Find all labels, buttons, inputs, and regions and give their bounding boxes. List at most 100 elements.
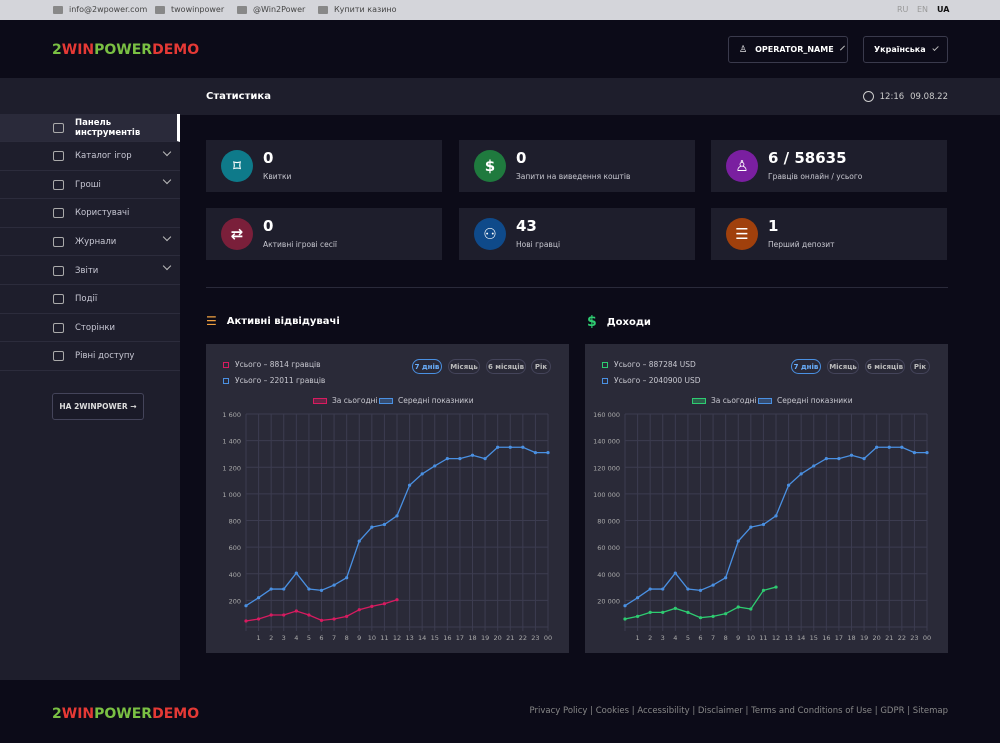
sidebar-item-3[interactable]: Користувачі	[0, 200, 180, 228]
data-point	[294, 571, 298, 575]
series-legend[interactable]: За сьогодні	[692, 396, 757, 405]
data-point	[724, 576, 728, 580]
sidebar-item-1[interactable]: Каталог ігор	[0, 143, 180, 171]
footer-link[interactable]: Sitemap	[912, 706, 948, 716]
data-point	[546, 451, 550, 455]
total-legend: Усього – 22011 гравців	[223, 376, 325, 385]
email-link[interactable]: info@2wpower.com	[53, 5, 147, 14]
footer-logo[interactable]: 2WINPOWERDEMO	[52, 706, 199, 722]
sidebar-item-6[interactable]: Події	[0, 286, 180, 314]
stat-label: Квитки	[263, 172, 292, 181]
chevron-down-icon	[931, 44, 939, 52]
footer-link[interactable]: Privacy Policy	[529, 706, 588, 716]
period-button[interactable]: Місяць	[827, 359, 859, 374]
chevron-down-icon	[162, 175, 172, 185]
data-point	[269, 587, 273, 591]
x-tick-label: 6	[319, 634, 323, 642]
y-tick-label: 100 000	[593, 491, 620, 499]
x-tick-label: 15	[810, 634, 818, 642]
x-tick-label: 18	[847, 634, 855, 642]
data-point	[307, 613, 311, 617]
sidebar-item-8[interactable]: Рівні доступу	[0, 343, 180, 371]
sidebar-item-label: Гроші	[75, 179, 101, 190]
period-button[interactable]: 7 днів	[791, 359, 821, 374]
legend-text: Середні показники	[398, 396, 474, 405]
sidebar-item-label: Сторінки	[75, 322, 116, 333]
data-point	[887, 445, 891, 449]
sidebar-item-label: Звіти	[75, 265, 99, 276]
x-tick-label: 12	[772, 634, 780, 642]
data-point	[875, 445, 879, 449]
sidebar-item-2[interactable]: Гроші	[0, 171, 180, 200]
top-bar: info@2wpower.com twowinpower @Win2Power …	[0, 0, 1000, 20]
total-text: Усього – 2040900 USD	[614, 376, 701, 385]
x-tick-label: 23	[531, 634, 539, 642]
stat-card: $0 Запити на виведення коштів	[459, 140, 695, 192]
stat-label: Перший депозит	[768, 240, 835, 249]
x-tick-label: 1	[636, 634, 640, 642]
to-2winpower-button[interactable]: НА 2WINPOWER →	[52, 393, 144, 420]
x-tick-label: 00	[544, 634, 552, 642]
footer-link[interactable]: Accessibility	[637, 706, 690, 716]
sidebar-item-0[interactable]: Панель инструментів	[0, 114, 180, 142]
footer-link[interactable]: GDPR	[880, 706, 905, 716]
ticket-icon: ⌑	[221, 150, 253, 182]
period-button[interactable]: Місяць	[448, 359, 480, 374]
telegram-link[interactable]: @Win2Power	[237, 5, 305, 14]
x-tick-label: 1	[257, 634, 261, 642]
x-tick-label: 10	[368, 634, 376, 642]
total-legend: Усього – 2040900 USD	[602, 376, 701, 385]
series-legend[interactable]: Середні показники	[758, 396, 853, 405]
y-tick-label: 400	[229, 571, 241, 579]
x-tick-label: 6	[698, 634, 702, 642]
period-button[interactable]: Рік	[531, 359, 551, 374]
series-legend[interactable]: Середні показники	[379, 396, 474, 405]
money-icon	[53, 179, 64, 190]
footer-link[interactable]: Cookies	[595, 706, 630, 716]
sidebar-item-7[interactable]: Сторінки	[0, 314, 180, 343]
y-tick-label: 200	[229, 597, 241, 605]
data-point	[786, 483, 791, 487]
data-point	[282, 587, 286, 591]
period-button[interactable]: 6 місяців	[865, 359, 905, 374]
x-tick-label: 9	[357, 634, 361, 642]
x-tick-label: 20	[873, 634, 881, 642]
lang-en[interactable]: EN	[917, 5, 929, 14]
data-point	[900, 445, 904, 449]
x-tick-label: 16	[443, 634, 451, 642]
footer-link[interactable]: Terms and Conditions of Use	[751, 706, 873, 716]
data-point	[686, 610, 690, 614]
skype-link[interactable]: twowinpower	[155, 5, 224, 14]
footer-link[interactable]: Disclaimer	[697, 706, 743, 716]
logo[interactable]: 2WINPOWERDEMO	[52, 42, 199, 58]
period-button[interactable]: Рік	[910, 359, 930, 374]
x-tick-label: 3	[282, 634, 286, 642]
sidebar-item-4[interactable]: Журнали	[0, 228, 180, 257]
legend-text: За сьогодні	[332, 396, 378, 405]
legend-swatch	[379, 397, 393, 404]
sidebar-item-5[interactable]: Звіти	[0, 257, 180, 285]
datetime: 12:16 09.08.22	[862, 91, 948, 102]
income-chart-panel: Усього – 887284 USD Усього – 2040900 USD 7…	[585, 344, 948, 653]
y-tick-label: 1 200	[222, 464, 241, 472]
period-button[interactable]: 6 місяців	[486, 359, 526, 374]
footer: 2WINPOWERDEMO Privacy Policy | Cookies |…	[0, 680, 1000, 743]
series-legend[interactable]: За сьогодні	[313, 396, 378, 405]
x-tick-label: 3	[661, 634, 665, 642]
stat-value: 6 / 58635	[768, 149, 847, 167]
chevron-down-icon	[839, 45, 845, 51]
operator-dropdown[interactable]: ♙ OPERATOR_NAME	[728, 36, 848, 63]
lang-ua[interactable]: UA	[937, 5, 950, 14]
buy-casino-link[interactable]: Купити казино	[318, 5, 397, 14]
period-button[interactable]: 7 днів	[412, 359, 442, 374]
games-icon	[53, 151, 64, 162]
separator: |	[587, 706, 596, 716]
stat-value: 43	[516, 217, 537, 235]
footer-links: Privacy Policy | Cookies | Accessibility…	[530, 706, 948, 716]
language-dropdown[interactable]: Українська	[863, 36, 948, 63]
sidebar-item-label: Події	[75, 294, 98, 305]
stat-label: Нові гравці	[516, 240, 561, 249]
lang-ru[interactable]: RU	[897, 5, 909, 14]
coins-icon: ☰	[726, 218, 758, 250]
